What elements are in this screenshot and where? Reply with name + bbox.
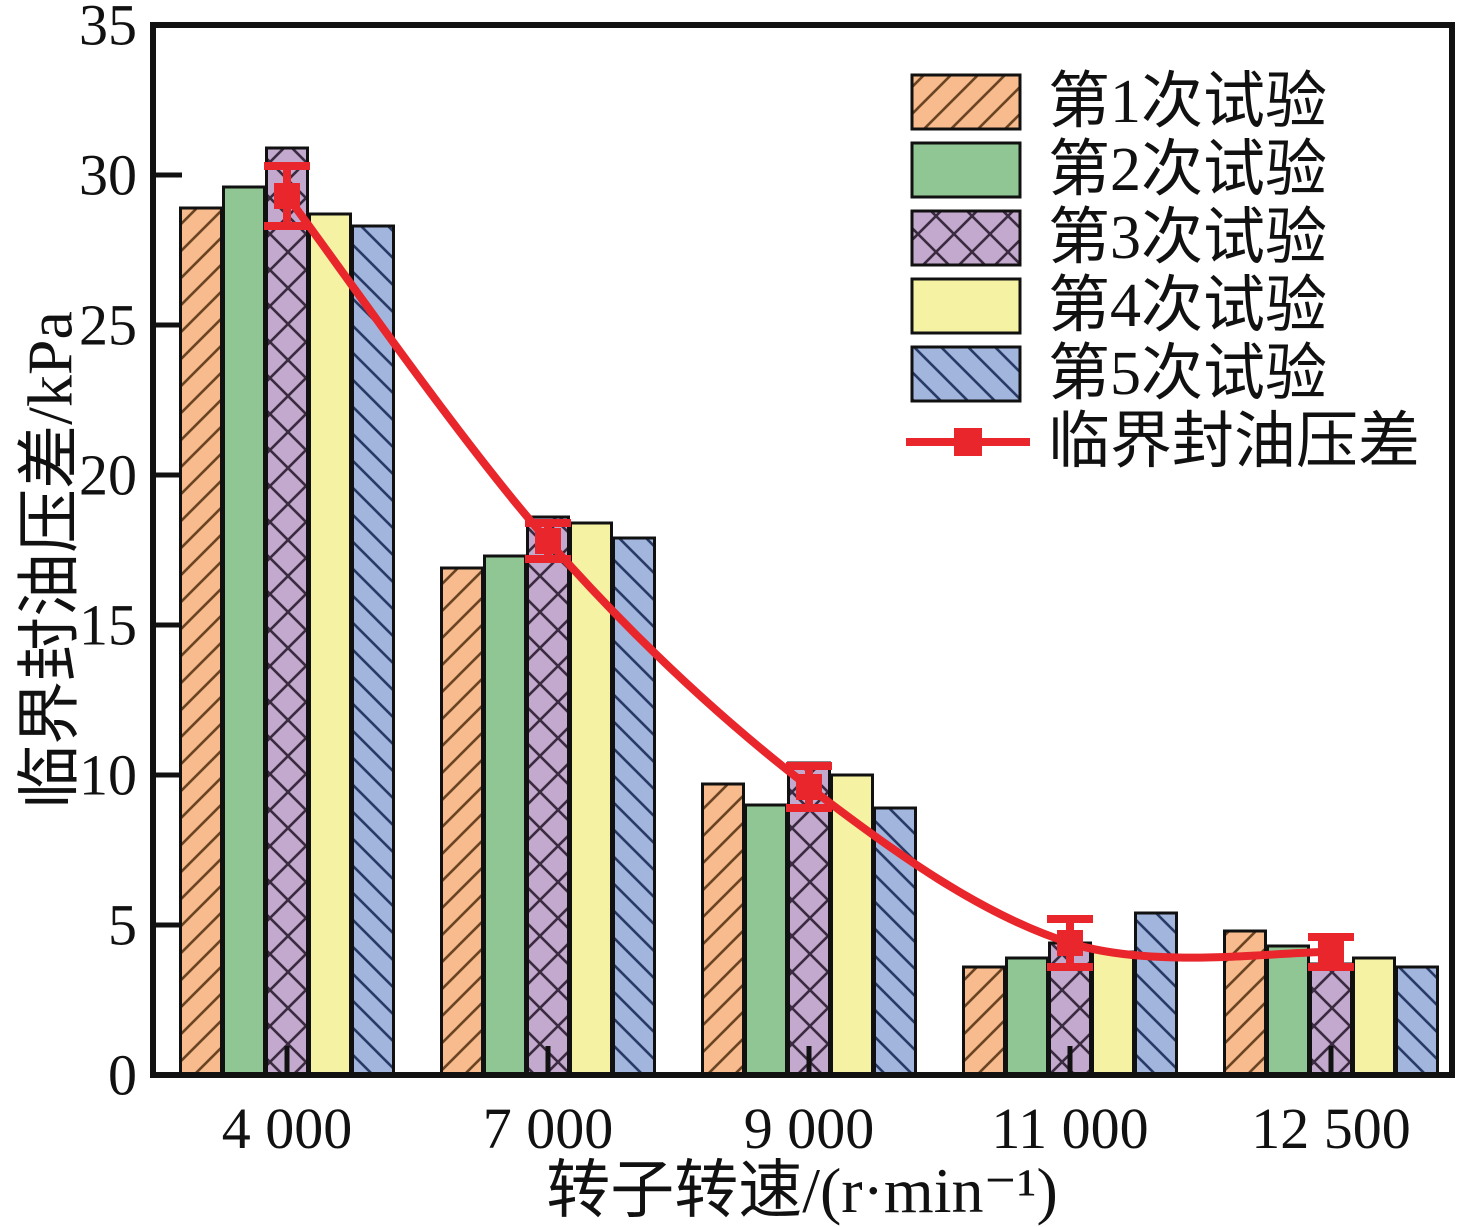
bar-series1-group1: [179, 206, 223, 1077]
line-marker: [274, 183, 300, 209]
bar-series1-group2: [440, 566, 484, 1077]
x-tick-label: 4 000: [222, 1096, 353, 1161]
line-marker: [535, 528, 561, 554]
bar-series5-group1: [351, 224, 395, 1077]
x-tick-label: 12 500: [1251, 1096, 1411, 1161]
legend-item: 第5次试验: [910, 340, 1327, 408]
legend-label: 第1次试验: [1048, 68, 1327, 136]
bar-series4-group4: [1091, 950, 1135, 1077]
legend-item: 第4次试验: [910, 272, 1327, 340]
bar-series4-group5: [1352, 956, 1396, 1077]
legend-line-marker: [954, 428, 982, 456]
bar-series2-group1: [222, 185, 266, 1077]
line-marker: [1318, 939, 1344, 965]
bar-series2-group5: [1266, 944, 1310, 1077]
bar-series5-group4: [1134, 911, 1178, 1077]
y-tick-label: 30: [79, 143, 137, 208]
legend-item: 第3次试验: [910, 204, 1327, 272]
line-marker: [1057, 930, 1083, 956]
legend-swatch: [910, 141, 1022, 199]
legend-swatch: [910, 209, 1022, 267]
bar-series4-group1: [308, 212, 352, 1077]
legend-label: 第3次试验: [1048, 204, 1327, 272]
legend-label: 第5次试验: [1048, 340, 1327, 408]
y-tick-label: 25: [79, 293, 137, 358]
legend-label: 第4次试验: [1048, 272, 1327, 340]
legend-label: 临界封油压差: [1048, 408, 1420, 476]
bar-series1-group3: [701, 782, 745, 1077]
critical-pressure-line: [283, 192, 1335, 962]
y-axis-title: 临界封油压差/kPa: [15, 311, 86, 809]
x-tick-label: 11 000: [991, 1096, 1148, 1161]
x-tick-label: 9 000: [744, 1096, 875, 1161]
bar-series3-group2: [526, 515, 570, 1077]
line-marker: [796, 774, 822, 800]
y-tick-label: 10: [79, 743, 137, 808]
x-tick-label: 7 000: [483, 1096, 614, 1161]
bar-series2-group3: [744, 803, 788, 1077]
bar-series3-group1: [265, 146, 309, 1077]
bar-series1-group4: [962, 965, 1006, 1077]
bar-series2-group2: [483, 554, 527, 1077]
x-axis-title: 转子转速/(r·min⁻¹): [546, 1155, 1058, 1226]
legend-label: 第2次试验: [1048, 136, 1327, 204]
legend-swatch: [910, 277, 1022, 335]
y-tick-label: 5: [108, 893, 137, 958]
y-tick-label: 35: [79, 0, 137, 58]
legend-item: 临界封油压差: [906, 408, 1420, 476]
y-tick-label: 15: [79, 593, 137, 658]
legend-swatch: [910, 345, 1022, 403]
plot-frame: [150, 22, 1455, 1078]
y-tick-label: 20: [79, 443, 137, 508]
legend-item: 第1次试验: [910, 68, 1327, 136]
y-tick-label: 0: [108, 1043, 137, 1108]
legend-item: 第2次试验: [910, 136, 1327, 204]
bar-series2-group4: [1005, 956, 1049, 1077]
bar-series5-group5: [1395, 965, 1439, 1077]
legend-swatch: [910, 73, 1022, 131]
